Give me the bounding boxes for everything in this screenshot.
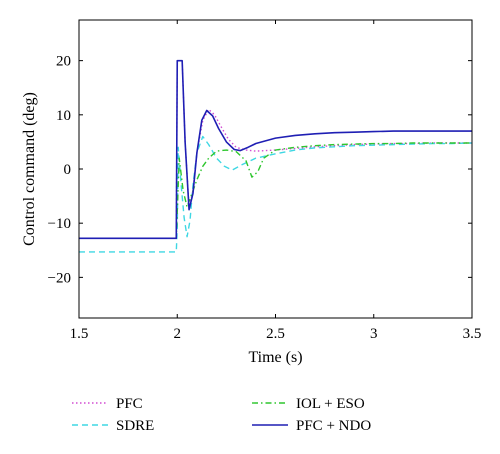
x-tick-label: 3.5	[463, 326, 482, 342]
legend-label-4: PFC + NDO	[296, 418, 371, 434]
x-tick-label: 1.5	[70, 326, 89, 342]
series-line-4	[79, 59, 472, 240]
x-tick-label: 2	[174, 326, 182, 342]
legend-label-3: IOL + ESO	[296, 396, 365, 412]
x-axis-label: Time (s)	[248, 349, 302, 366]
y-tick-label: −10	[48, 216, 71, 232]
y-tick-label: 10	[56, 108, 71, 124]
series-line-2	[79, 135, 473, 253]
x-tick-label: 2.5	[266, 326, 285, 342]
y-tick-label: −20	[48, 270, 71, 286]
legend-label-1: PFC	[116, 396, 143, 412]
x-tick-label: 3	[370, 326, 378, 342]
y-axis-label: Control command (deg)	[21, 92, 38, 246]
series-line-3	[79, 142, 472, 240]
legend-label-2: SDRE	[116, 418, 154, 434]
y-tick-label: 0	[64, 162, 72, 178]
axis-ticks: 1.5 2 2.5 3 3.5 −20 −10 0 10 20	[48, 20, 482, 342]
plot-area	[79, 20, 472, 318]
legend: PFC SDRE IOL + ESO PFC + NDO	[72, 396, 371, 434]
y-tick-label: 20	[56, 54, 71, 70]
series-lines	[79, 59, 473, 253]
